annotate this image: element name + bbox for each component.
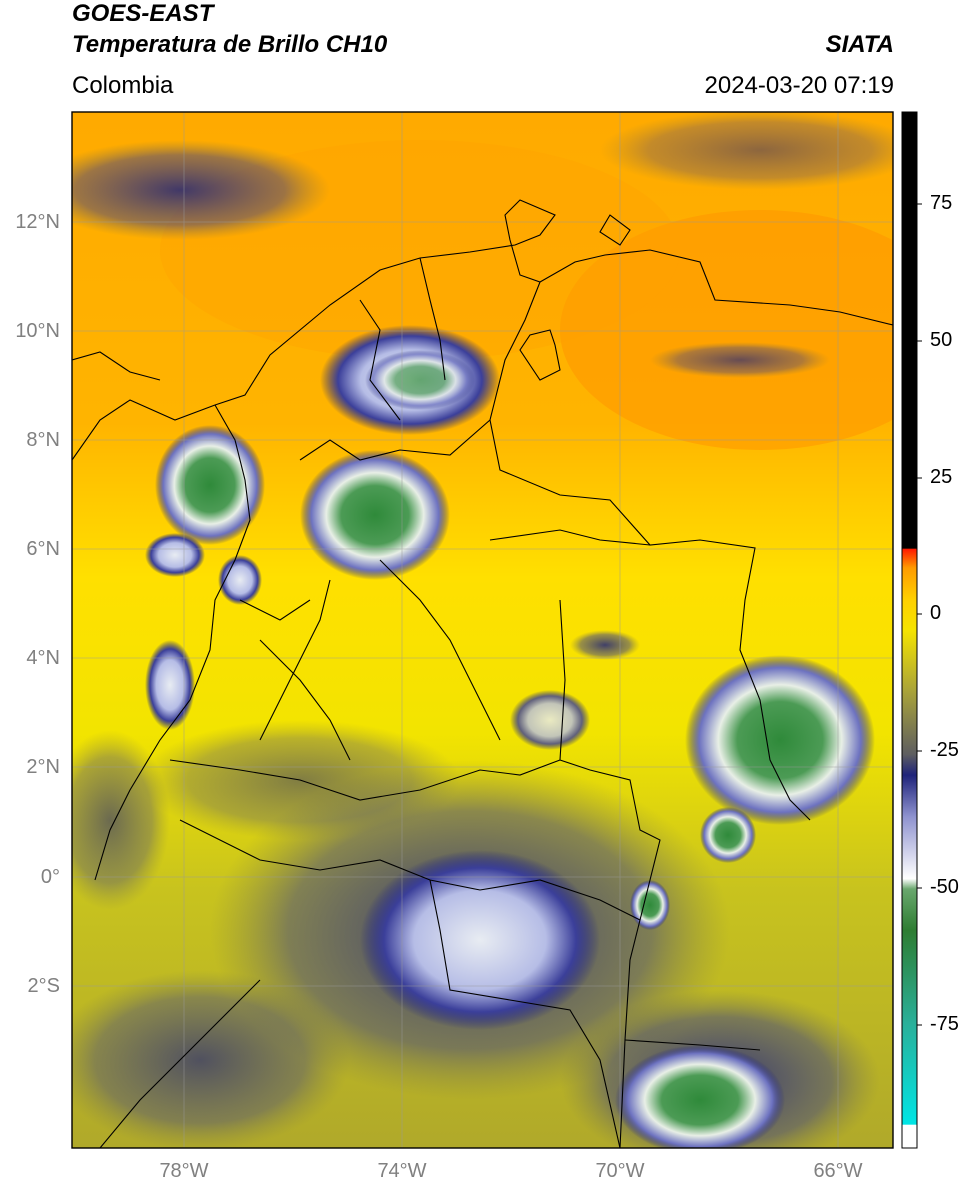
product-title: Temperatura de Brillo CH10 — [72, 31, 388, 58]
borders — [72, 199, 893, 1148]
map-frame — [71, 111, 894, 1149]
colorbar-tick-label: 50 — [930, 329, 953, 351]
colorbar-tick-label: -50 — [930, 876, 959, 898]
region-label: Colombia — [72, 72, 174, 99]
lon-label: 74°W — [377, 1160, 427, 1182]
source-label: SIATA — [825, 31, 894, 58]
lat-label: 10°N — [15, 320, 60, 342]
colorbar-tick-label: 25 — [930, 466, 953, 488]
lat-label: 0° — [40, 866, 60, 888]
lat-label: 8°N — [26, 429, 60, 451]
colorbar-tick-label: 0 — [930, 602, 942, 624]
colorbar — [902, 112, 917, 1148]
lon-label: 70°W — [595, 1160, 645, 1182]
lat-label: 6°N — [26, 538, 60, 560]
lon-label: 66°W — [813, 1160, 863, 1182]
colorbar-ticks — [917, 203, 922, 1026]
map-field — [72, 112, 893, 1148]
lat-label: 12°N — [15, 211, 60, 233]
lat-label: 4°N — [26, 647, 60, 669]
colorbar-tick-label: -75 — [930, 1013, 959, 1035]
satellite-title: GOES-EAST — [72, 0, 214, 27]
colorbar-tick-label: 75 — [930, 192, 953, 214]
lat-label: 2°N — [26, 756, 60, 778]
datetime-label: 2024-03-20 07:19 — [704, 72, 895, 99]
lat-label: 2°S — [27, 975, 60, 997]
colorbar-tick-label: -25 — [930, 739, 959, 761]
lon-label: 78°W — [159, 1160, 209, 1182]
